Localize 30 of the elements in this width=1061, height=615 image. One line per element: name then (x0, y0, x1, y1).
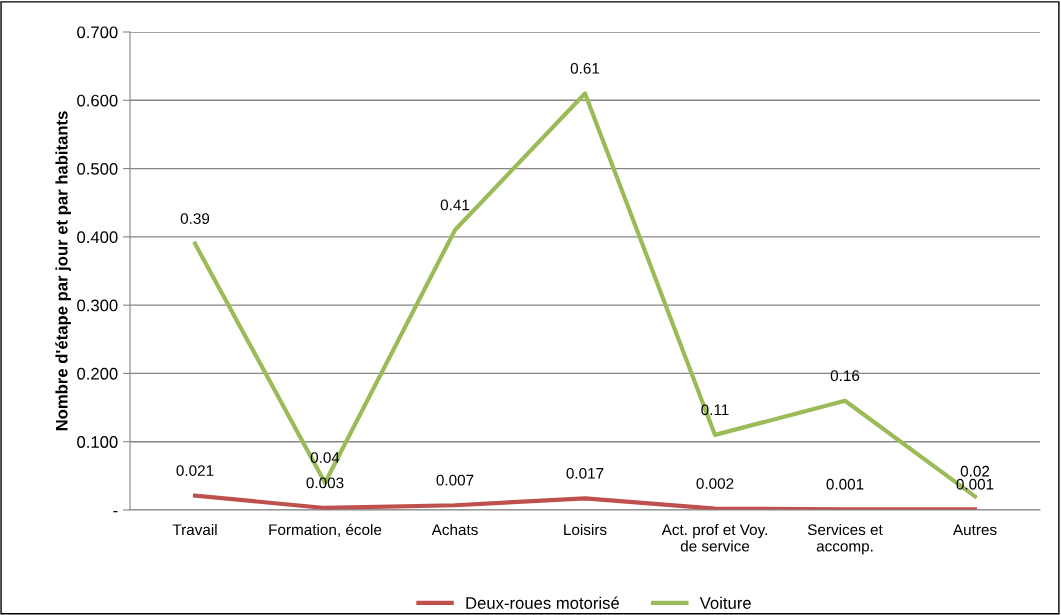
data-label: 0.02 (960, 465, 990, 477)
data-label: 0.003 (306, 477, 344, 489)
data-label: 0.017 (566, 467, 604, 479)
y-tick-label: 0.500 (77, 162, 118, 175)
data-label: 0.39 (180, 213, 210, 224)
data-label: 0.001 (826, 478, 864, 490)
legend-label: Voiture (699, 596, 751, 609)
x-tick-label: Autres (952, 524, 997, 536)
y-tick-label: 0.400 (77, 231, 118, 244)
data-label: 0.002 (696, 478, 734, 489)
x-tick-label: Services et accomp. (807, 523, 883, 555)
data-label: 0.41 (440, 199, 470, 211)
x-tick-label: Formation, école (269, 523, 382, 537)
data-label: 0.021 (176, 465, 214, 476)
y-axis-title: Nombre d'étape par jour et par habitants (55, 111, 71, 431)
x-tick-label: Travail (172, 523, 217, 536)
data-label: 0.007 (436, 474, 474, 486)
x-tick-label: Loisirs (564, 523, 607, 536)
x-tick-label: Achats (431, 523, 478, 536)
data-label: 0.16 (830, 370, 860, 382)
x-tick-label: Act. prof et Voy. de service (661, 523, 767, 552)
y-tick-label: 0.600 (77, 94, 118, 107)
y-tick-label: - (113, 510, 118, 513)
legend-label: Deux-roues motorisé (466, 596, 619, 609)
y-tick-label: 0.300 (77, 299, 118, 312)
line-series (192, 493, 978, 510)
y-tick-label: 0.100 (77, 436, 118, 448)
y-tick-label: 0.700 (77, 26, 118, 39)
data-label: 0.61 (570, 62, 600, 74)
y-tick-label: 0.200 (77, 367, 118, 380)
